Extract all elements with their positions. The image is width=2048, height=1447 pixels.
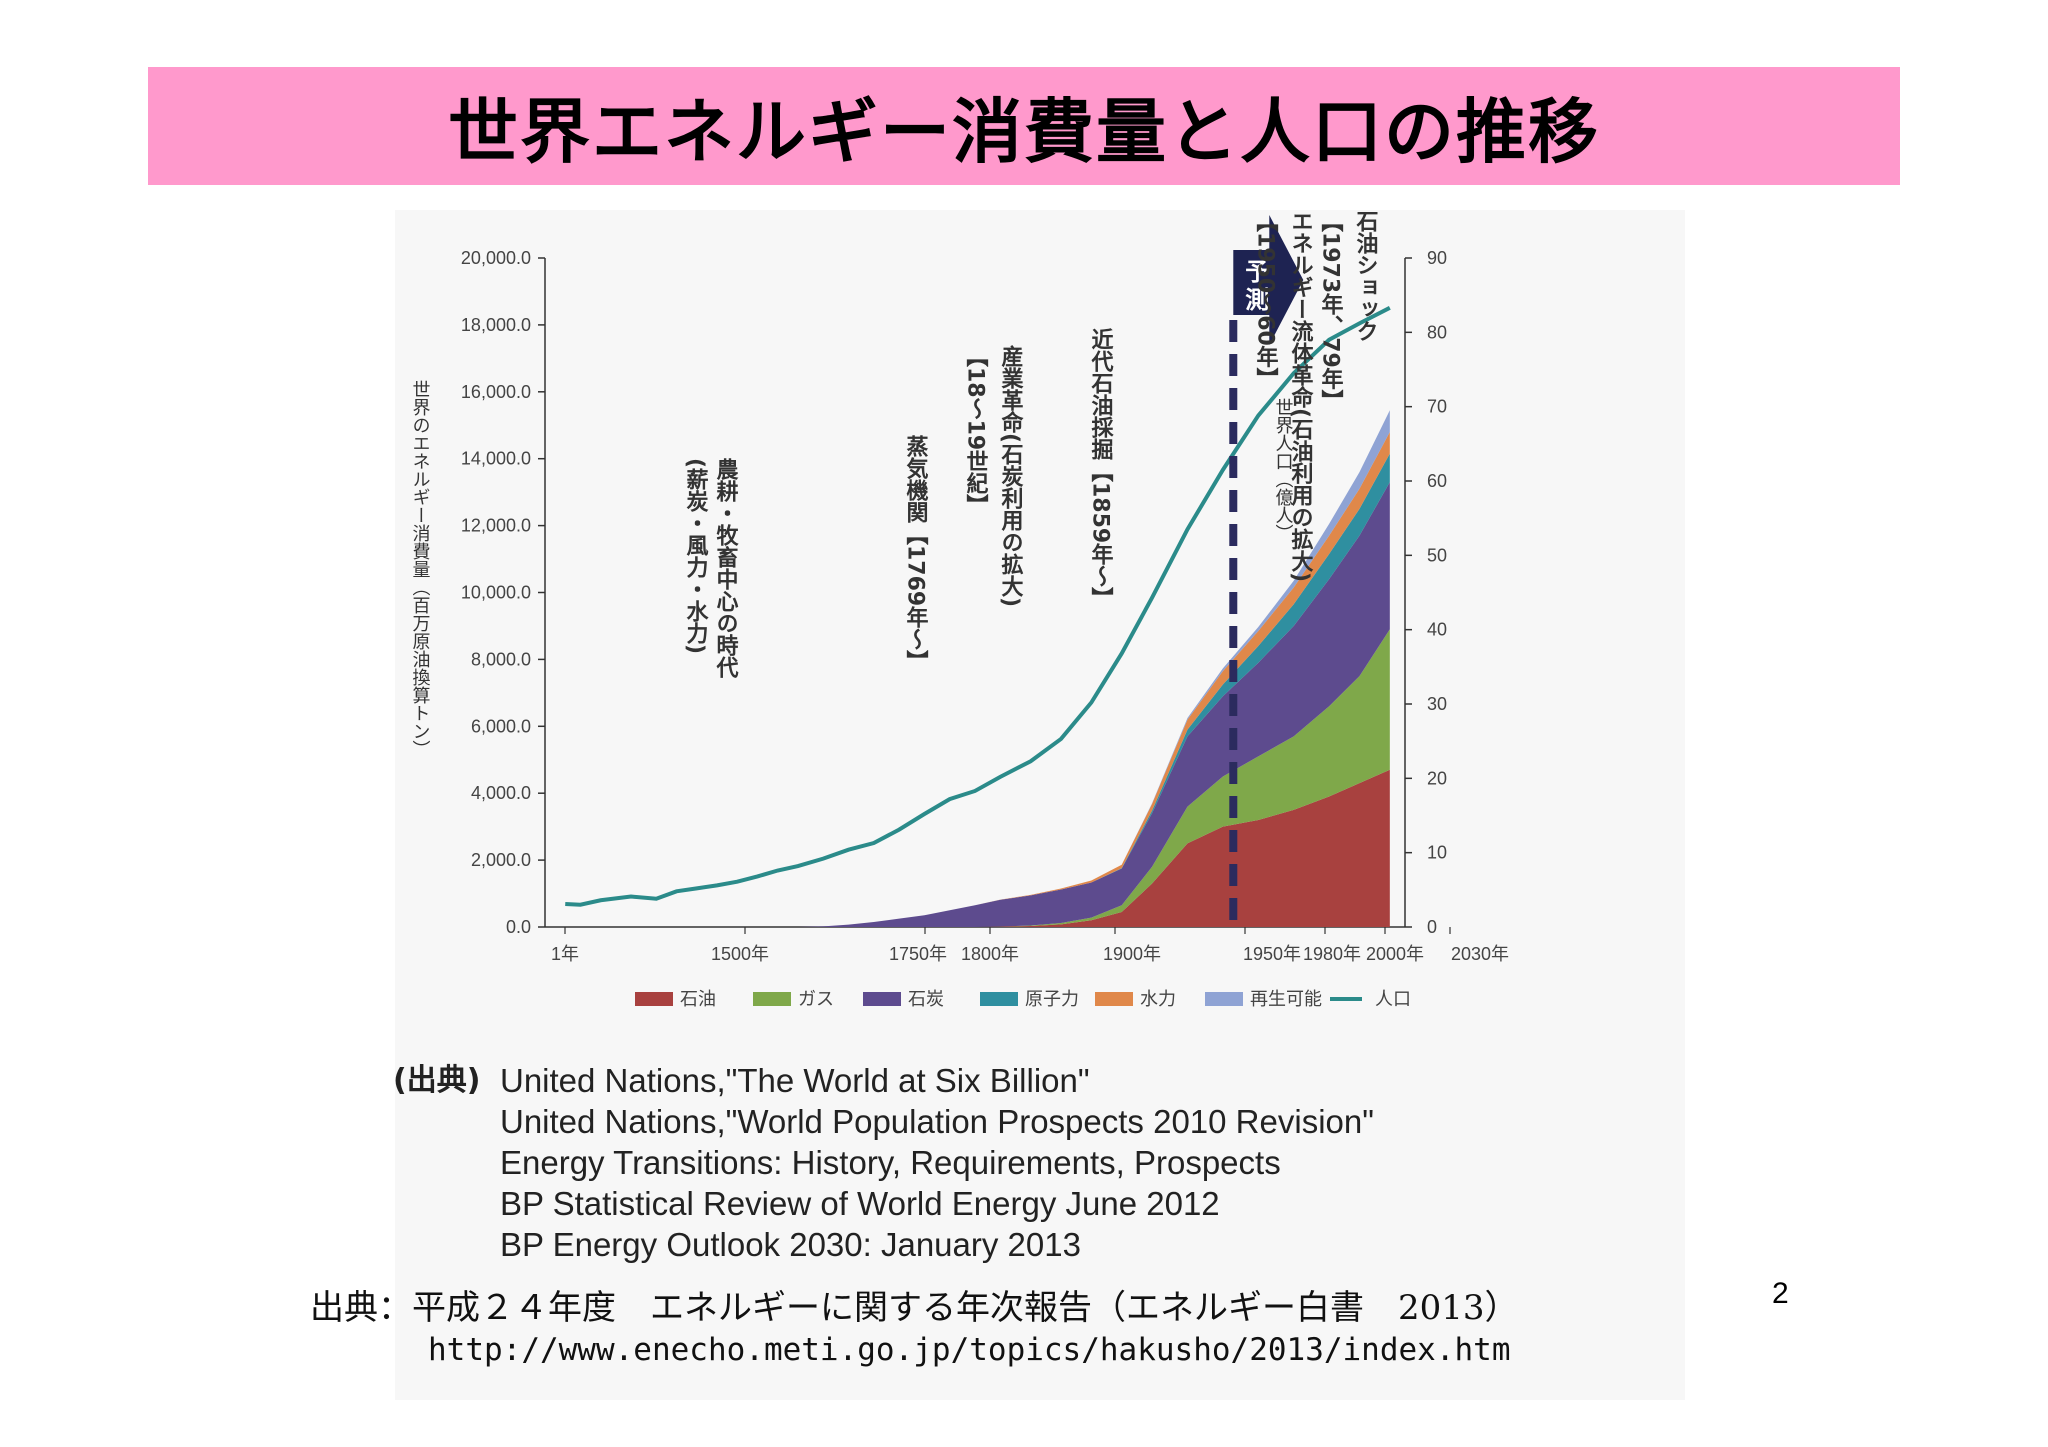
y-tick-label: 12,000.0 [461,516,531,536]
title-bar: 世界エネルギー消費量と人口の推移 [148,67,1900,185]
area-ガス [565,629,1390,927]
sources-label: (出典) [393,1063,481,1098]
source-item: BP Energy Outlook 2030: January 2013 [500,1226,1081,1263]
y-tick-label: 2,000.0 [471,850,531,870]
area-石油 [565,769,1390,927]
y-tick-label: 20,000.0 [461,248,531,268]
y-tick-label: 16,000.0 [461,382,531,402]
annotation-4: 【18〜19世紀】 [963,345,989,516]
y2-tick-label: 20 [1427,768,1447,788]
y-tick-label: 6,000.0 [471,716,531,736]
legend-label-人口: 人口 [1375,989,1411,1010]
sources-block: (出典) United Nations,"The World at Six Bi… [393,1060,1493,1265]
y2-tick-label: 10 [1427,843,1447,863]
y-tick-label: 4,000.0 [471,783,531,803]
x-tick-label: 1750年 [889,944,947,964]
area-原子力 [565,453,1390,927]
y2-tick-label: 80 [1427,322,1447,342]
page-title: 世界エネルギー消費量と人口の推移 [448,90,1600,173]
annotation-8: 石油ショック [1353,210,1380,342]
annotation-1: (薪炭・風力・水力) [683,458,709,654]
page-number: 2 [1772,1277,1789,1310]
y2-tick-label: 0 [1427,917,1437,937]
y2-tick-label: 30 [1427,694,1447,714]
population-line [565,306,1391,907]
y2-tick-label: 60 [1427,471,1447,491]
y-tick-label: 10,000.0 [461,583,531,603]
source-item: United Nations,"World Population Prospec… [500,1103,1374,1140]
legend-label-原子力: 原子力 [1025,989,1079,1010]
y-tick-label: 14,000.0 [461,449,531,469]
legend-label-石炭: 石炭 [908,989,944,1010]
legend-swatch-原子力 [980,992,1018,1006]
y2-tick-label: 40 [1427,620,1447,640]
legend-label-石油: 石油 [680,989,716,1010]
source-item: United Nations,"The World at Six Billion… [500,1062,1090,1099]
sources-list: United Nations,"The World at Six Billion… [393,1060,1493,1265]
x-tick-label: 1年 [551,944,579,964]
area-石炭 [565,482,1390,927]
source-url: http://www.enecho.meti.go.jp/topics/haku… [428,1332,1511,1368]
legend-label-水力: 水力 [1140,989,1176,1010]
legend-swatch-石油 [635,992,673,1006]
x-tick-label: 1980年 [1303,944,1361,964]
energy-population-chart: 0.0 2,000.0 4,000.0 6,000.0 8,000.0 10,000.0 1… [410,210,1510,1010]
y2-tick-label: 50 [1427,545,1447,565]
forecast-label-1: 予 [1245,258,1269,286]
legend-swatch-再生可能 [1205,992,1243,1006]
legend-swatch-石炭 [863,992,901,1006]
y2-tick-label: 70 [1427,397,1447,417]
y2-axis-title: 世界人口（億人） [1273,398,1294,542]
annotation-3: 産業革命(石炭利用の拡大) [998,344,1025,607]
x-tick-label: 2000年 [1366,944,1424,964]
figure-area: 0.0 2,000.0 4,000.0 6,000.0 8,000.0 10,000.0 1… [395,210,1685,1400]
x-tick-label: 1500年 [711,944,769,964]
annotation-5: 近代石油採掘【1859年〜】 [1088,327,1115,609]
x-tick-label: 1950年 [1243,944,1301,964]
annotation-6: エネルギー流体革命(石油利用の拡大) [1288,210,1315,582]
y-tick-label: 0.0 [506,917,531,937]
annotation-9: 【1973年、79年】 [1318,210,1344,412]
area-再生可能 [565,410,1390,927]
source-item: BP Statistical Review of World Energy Ju… [500,1185,1220,1222]
y-tick-label: 8,000.0 [471,649,531,669]
source-item: Energy Transitions: History, Requirement… [500,1144,1281,1181]
citation: 出典：平成２４年度 エネルギーに関する年次報告（エネルギー白書 2013） [310,1288,1519,1328]
x-tick-label: 1900年 [1103,944,1161,964]
x-tick-label: 2030年 [1451,944,1509,964]
legend-swatch-ガス [753,992,791,1006]
forecast-arrow [1233,215,1304,345]
x-tick-label: 1800年 [961,944,1019,964]
y2-tick-label: 90 [1427,248,1447,268]
annotation-0: 農耕・牧畜中心の時代 [713,458,740,679]
y-tick-label: 18,000.0 [461,315,531,335]
annotation-7: 【1950〜60年】 [1253,210,1279,390]
area-水力 [565,431,1390,927]
forecast-label-2: 測 [1245,286,1269,314]
legend-label-ガス: ガス [798,989,834,1010]
annotation-2: 蒸気機関【1769年〜】 [903,435,929,672]
legend-label-再生可能: 再生可能 [1250,989,1322,1010]
legend-swatch-水力 [1095,992,1133,1006]
y-axis-title: 世界のエネルギー消費量（百万原油換算トン） [410,380,431,758]
